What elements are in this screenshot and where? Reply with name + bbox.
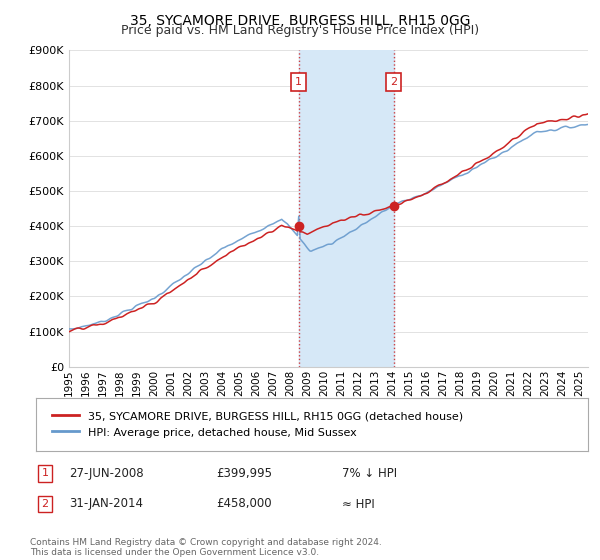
- Text: 27-JUN-2008: 27-JUN-2008: [69, 466, 143, 480]
- Legend: 35, SYCAMORE DRIVE, BURGESS HILL, RH15 0GG (detached house), HPI: Average price,: 35, SYCAMORE DRIVE, BURGESS HILL, RH15 0…: [47, 406, 468, 442]
- Text: 35, SYCAMORE DRIVE, BURGESS HILL, RH15 0GG: 35, SYCAMORE DRIVE, BURGESS HILL, RH15 0…: [130, 14, 470, 28]
- Text: 31-JAN-2014: 31-JAN-2014: [69, 497, 143, 511]
- Bar: [299, 50, 394, 367]
- Text: 1: 1: [295, 77, 302, 87]
- Text: 1: 1: [41, 468, 49, 478]
- Text: £458,000: £458,000: [216, 497, 272, 511]
- Text: 2: 2: [390, 77, 397, 87]
- Text: £399,995: £399,995: [216, 466, 272, 480]
- Text: Contains HM Land Registry data © Crown copyright and database right 2024.
This d: Contains HM Land Registry data © Crown c…: [30, 538, 382, 557]
- Text: 7% ↓ HPI: 7% ↓ HPI: [342, 466, 397, 480]
- Text: ≈ HPI: ≈ HPI: [342, 497, 375, 511]
- Text: Price paid vs. HM Land Registry's House Price Index (HPI): Price paid vs. HM Land Registry's House …: [121, 24, 479, 36]
- Text: 2: 2: [41, 499, 49, 509]
